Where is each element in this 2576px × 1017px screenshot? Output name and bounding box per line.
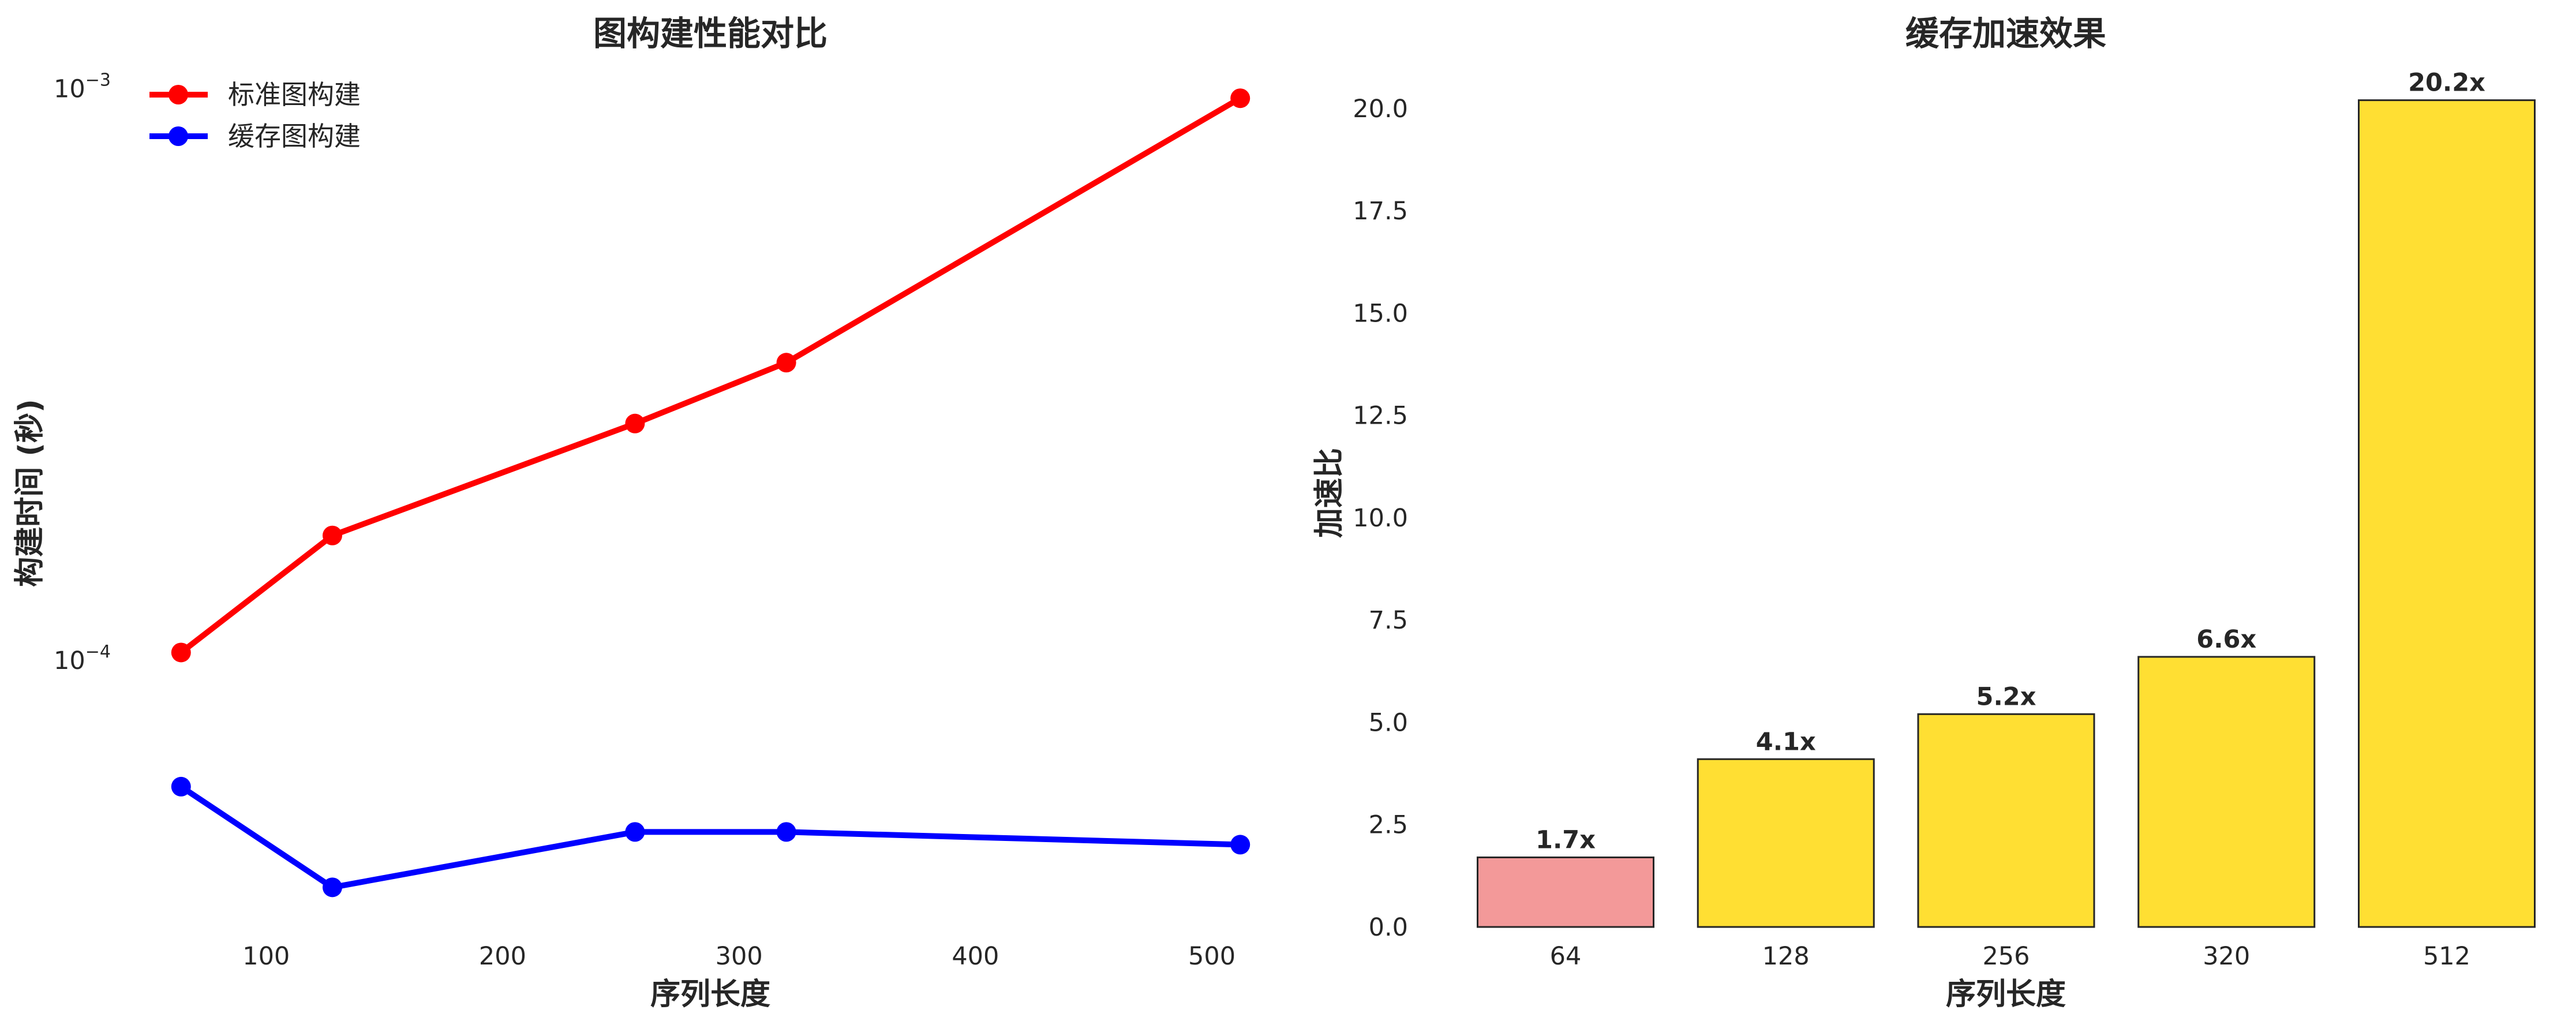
bar-chart-y-axis-label: 加速比 — [1312, 448, 1347, 538]
data-point — [776, 822, 796, 842]
line-chart-series — [171, 88, 1250, 898]
data-point — [171, 642, 191, 663]
bar-chart-x-axis-label: 序列长度 — [1946, 977, 2066, 1012]
y-tick-exponent: −3 — [85, 70, 111, 91]
data-point — [322, 877, 342, 898]
bar-chart-y-ticks: 0.0 2.5 5.0 7.5 10.0 12.5 15.0 17.5 20.0 — [1353, 95, 1408, 942]
bar-value-label: 5.2x — [1976, 682, 2036, 711]
bar-chart-title: 缓存加速效果 — [1905, 14, 2106, 53]
bar-value-label: 6.6x — [2196, 625, 2256, 654]
line-chart-x-ticks: 100 200 300 400 500 — [242, 942, 1235, 971]
y-tick-label: 10−4 — [54, 642, 111, 675]
y-tick-label: 20.0 — [1353, 95, 1408, 124]
x-tick-label: 512 — [2423, 942, 2470, 971]
line-chart-y-ticks: 10−4 10−3 — [54, 70, 111, 676]
bar — [2137, 656, 2316, 928]
bar-chart-panel: 缓存加速效果 序列长度 加速比 0.0 2.5 5.0 7.5 10.0 12.5 15.0… — [1312, 14, 2536, 1012]
x-tick-label: 100 — [242, 942, 290, 971]
x-tick-label: 200 — [479, 942, 526, 971]
line-chart-x-axis-label: 序列长度 — [650, 977, 770, 1012]
y-tick-label: 2.5 — [1369, 811, 1408, 840]
x-tick-label: 64 — [1550, 942, 1582, 971]
line-chart-panel: 图构建性能对比 序列长度 构建时间 (秒) 100 200 300 400 500 10… — [13, 14, 1250, 1012]
legend-marker — [169, 126, 188, 146]
x-tick-label: 400 — [952, 942, 999, 971]
y-tick-label: 10.0 — [1353, 504, 1408, 533]
data-point — [625, 413, 645, 433]
x-tick-label: 300 — [716, 942, 763, 971]
series-line — [178, 783, 1244, 891]
x-tick-label: 500 — [1188, 942, 1235, 971]
series-line — [178, 95, 1244, 656]
y-tick-label: 12.5 — [1353, 402, 1408, 431]
line-chart-y-axis-label: 构建时间 (秒) — [13, 399, 47, 587]
x-tick-label: 256 — [1982, 942, 2030, 971]
y-tick-label: 10−3 — [54, 70, 111, 104]
data-point — [776, 353, 796, 373]
data-point — [1230, 835, 1250, 855]
legend-item: 标准图构建 — [149, 79, 361, 110]
series-group-0 — [171, 88, 1250, 663]
x-tick-label: 320 — [2203, 942, 2250, 971]
bar-chart-x-ticks: 64 128 256 320 512 — [1550, 942, 2470, 971]
x-tick-label: 128 — [1762, 942, 1810, 971]
y-tick-label: 7.5 — [1369, 606, 1408, 635]
bar-value-label: 4.1x — [1756, 727, 1816, 756]
bar — [1917, 713, 2095, 928]
bar — [1697, 758, 1875, 928]
bar-value-label: 1.7x — [1536, 825, 1596, 854]
line-chart-title: 图构建性能对比 — [593, 14, 828, 53]
legend-label: 标准图构建 — [228, 79, 361, 110]
data-point — [322, 525, 342, 545]
legend-item: 缓存图构建 — [149, 121, 361, 152]
legend-marker — [169, 85, 188, 104]
bar — [1477, 856, 1654, 928]
y-tick-exponent: −4 — [85, 642, 111, 662]
series-group-1 — [171, 776, 1250, 898]
data-point — [171, 776, 191, 797]
data-point — [625, 822, 645, 842]
bar-value-label: 20.2x — [2408, 69, 2485, 98]
data-point — [1230, 88, 1250, 109]
bar-chart-bars: 1.7x 4.1x 5.2x 6.6x 20.2x — [1477, 69, 2536, 928]
bar — [2358, 99, 2536, 928]
legend-label: 缓存图构建 — [228, 121, 361, 152]
y-tick-label: 15.0 — [1353, 299, 1408, 328]
y-tick-label: 17.5 — [1353, 197, 1408, 226]
y-tick-label: 0.0 — [1369, 913, 1408, 942]
y-tick-label: 5.0 — [1369, 708, 1408, 737]
